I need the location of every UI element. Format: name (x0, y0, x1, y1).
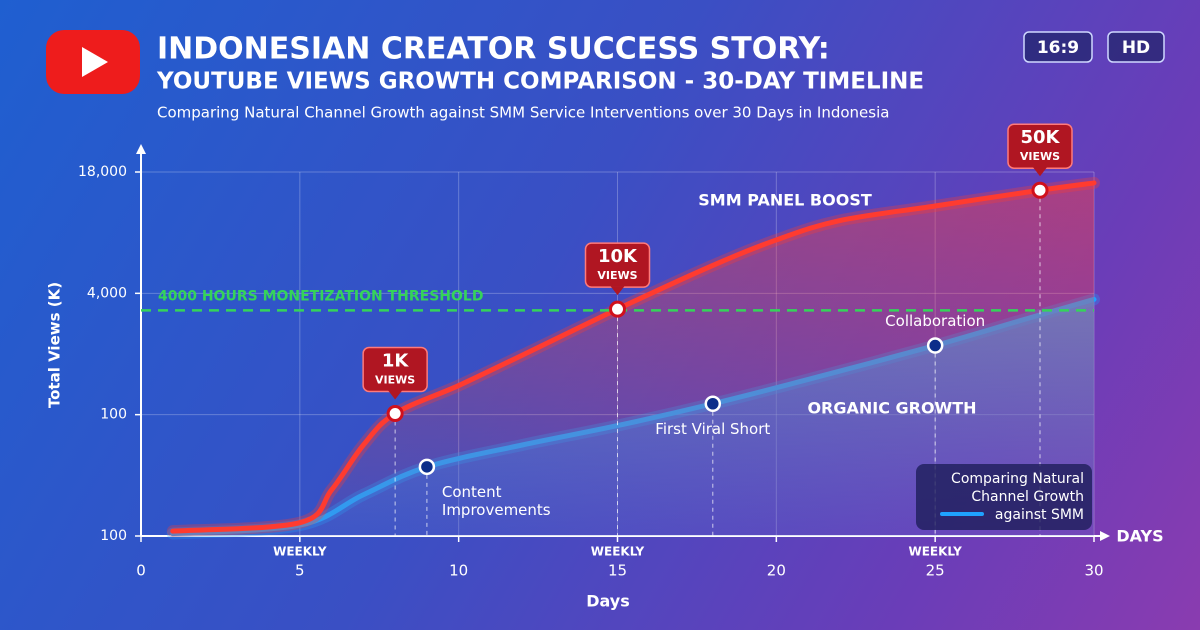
legend: Comparing Natural Channel Growth against… (916, 464, 1092, 530)
series-name: SMM PANEL BOOST (698, 191, 872, 210)
chart-title-line2: YOUTUBE VIEWS GROWTH COMPARISON - 30-DAY… (156, 69, 924, 95)
chart-subtitle: Comparing Natural Channel Growth against… (157, 104, 889, 122)
legend-text: Comparing Natural Channel Growth against… (951, 471, 1084, 523)
callout-pointer (1032, 167, 1047, 177)
callout-label: 50K (1020, 127, 1060, 148)
callout-pointer (388, 390, 403, 400)
callout-marker (1031, 181, 1049, 199)
badge: 16:9 (1037, 38, 1079, 58)
badge-box (1107, 31, 1165, 63)
series-area (172, 182, 1094, 537)
callout-marker (609, 300, 626, 318)
week-label: WEEKLY (908, 545, 962, 559)
callout-label: 10K (598, 246, 638, 267)
callout-sublabel: VIEWS (597, 269, 637, 282)
series-line (170, 180, 1097, 534)
badge-box (1023, 31, 1093, 63)
milestone-label: Collaboration (885, 311, 986, 330)
threshold-label: 4000 HOURS MONETIZATION THRESHOLD (158, 288, 483, 304)
youtube-logo (46, 30, 140, 94)
x-tick-label: 30 (1084, 562, 1103, 580)
milestone-marker (704, 395, 722, 412)
legend-swatch (940, 512, 984, 516)
milestone-label: First Viral Short (655, 419, 771, 438)
callout-sublabel: VIEWS (1020, 150, 1060, 163)
week-label: WEEKLY (591, 545, 645, 559)
callout-sublabel: VIEWS (375, 373, 415, 386)
y-tick-label: 100 (100, 407, 127, 423)
y-tick-label: 100 (100, 528, 127, 544)
milestone-label: Content Improvements (441, 482, 551, 519)
series-name: ORGANIC GROWTH (807, 399, 976, 418)
x-tick-label: 20 (767, 562, 786, 580)
chart-title: INDONESIAN CREATOR SUCCESS STORY: (157, 32, 830, 67)
y-axis-title: Total Views (K) (46, 282, 64, 408)
x-tick-label: 0 (136, 562, 146, 580)
x-tick-label: 5 (295, 562, 305, 580)
badge: HD (1122, 38, 1150, 58)
y-tick-label: 18,000 (78, 164, 127, 180)
x-axis-title: Days (586, 592, 630, 611)
x-tick-label: 15 (608, 562, 627, 580)
milestone-marker (418, 458, 436, 476)
callout-label: 1K (382, 350, 410, 371)
week-label: WEEKLY (273, 545, 327, 559)
x-tick-label: 25 (926, 562, 945, 580)
callout-marker (386, 404, 404, 422)
y-axis-arrow (136, 144, 146, 154)
x-axis-arrow (1100, 531, 1110, 541)
y-tick-label: 4,000 (87, 285, 127, 301)
callout-pointer (610, 286, 625, 296)
milestone-marker (926, 337, 944, 354)
x-tick-label: 10 (449, 562, 468, 580)
x-axis-end-label: DAYS (1116, 527, 1163, 546)
